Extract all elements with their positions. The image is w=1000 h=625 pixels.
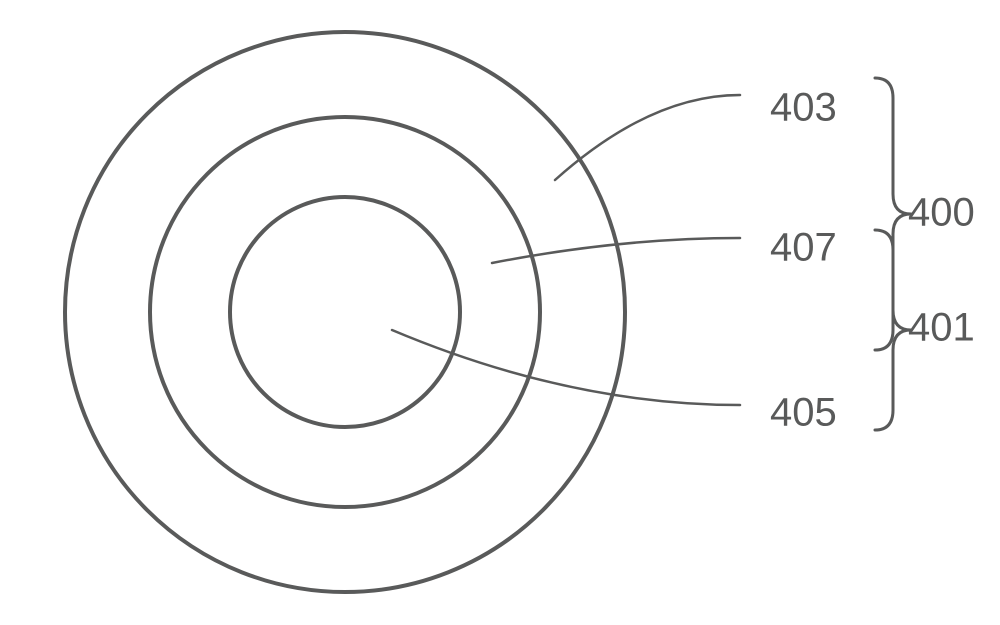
label-401: 401	[908, 306, 975, 350]
label-405: 405	[770, 391, 837, 435]
label-403: 403	[770, 86, 837, 130]
label-407: 407	[770, 226, 837, 270]
inner-ring	[230, 197, 460, 427]
label-400: 400	[908, 191, 975, 235]
middle-ring	[150, 117, 540, 507]
